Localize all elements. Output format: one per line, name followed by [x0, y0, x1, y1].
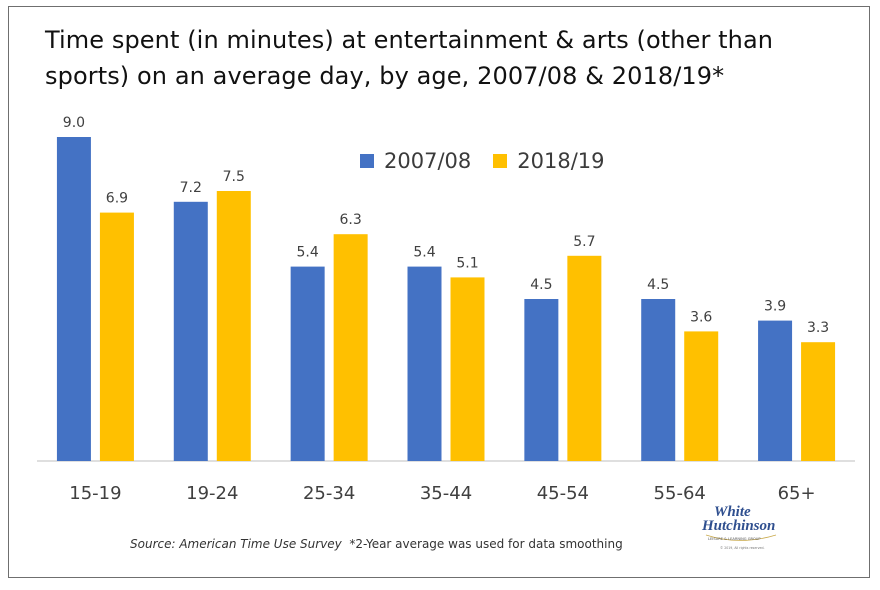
chart-title: Time spent (in minutes) at entertainment…: [45, 26, 774, 90]
chart-footnote: Source: American Time Use Survey *2-Year…: [130, 537, 623, 551]
logo-tagline: LEISURE & LEARNING GROUP: [708, 537, 761, 541]
data-label-45-54-2018-19: 5.7: [573, 234, 595, 250]
legend-label-2007-08: 2007/08: [384, 149, 472, 173]
chart-legend: 2007/08 2018/19: [360, 149, 627, 173]
x-tick-label-25-34: 25-34: [303, 483, 355, 504]
data-label-35-44-2018-19: 5.1: [456, 255, 478, 271]
bar-55-64-2007-08: [641, 299, 676, 461]
bar-35-44-2018-19: [450, 277, 485, 461]
bar-25-34-2018-19: [333, 234, 368, 461]
data-label-65+-2007-08: 3.9: [764, 299, 786, 315]
logo-line1: White: [714, 504, 751, 520]
legend-label-2018-19: 2018/19: [517, 149, 605, 173]
x-tick-label-65+: 65+: [778, 483, 816, 504]
legend-swatch-2007-08: [360, 154, 374, 168]
bar-19-24-2007-08: [173, 201, 208, 462]
x-tick-label-55-64: 55-64: [654, 483, 706, 504]
data-label-25-34-2018-19: 6.3: [340, 212, 362, 228]
bar-45-54-2007-08: [524, 299, 559, 461]
logo-copyright: © 2019, All rights reserved.: [720, 546, 765, 550]
data-label-25-34-2007-08: 5.4: [297, 245, 319, 261]
logo-arc: [705, 534, 777, 541]
data-label-45-54-2007-08: 4.5: [530, 277, 552, 293]
source-text: Source: American Time Use Survey: [130, 537, 342, 551]
data-label-65+-2018-19: 3.3: [807, 320, 829, 336]
legend-swatch-2018-19: [493, 154, 508, 168]
data-label-55-64-2018-19: 3.6: [690, 309, 712, 325]
bar-15-19-2018-19: [99, 212, 134, 461]
legend-item-2007-08: 2007/08: [360, 149, 471, 173]
x-tick-label-15-19: 15-19: [69, 483, 121, 504]
x-tick-label-35-44: 35-44: [420, 483, 472, 504]
legend-item-2018-19: 2018/19: [493, 149, 605, 173]
smoothing-note: *2-Year average was used for data smooth…: [349, 537, 623, 551]
x-tick-label-45-54: 45-54: [537, 483, 589, 504]
bar-65+-2018-19: [801, 342, 836, 461]
bar-65+-2007-08: [758, 320, 793, 461]
bar-25-34-2007-08: [290, 266, 325, 461]
data-label-19-24-2018-19: 7.5: [223, 169, 245, 185]
x-tick-label-19-24: 19-24: [186, 483, 238, 504]
data-label-35-44-2007-08: 5.4: [413, 245, 435, 261]
bar-15-19-2007-08: [56, 137, 91, 461]
data-label-19-24-2007-08: 7.2: [180, 180, 202, 196]
data-label-15-19-2018-19: 6.9: [106, 191, 128, 207]
bar-55-64-2018-19: [684, 331, 719, 461]
logo-line2: Hutchinson: [701, 518, 775, 534]
bar-35-44-2007-08: [407, 266, 442, 461]
white-hutchinson-logo: White Hutchinson LEISURE & LEARNING GROU…: [701, 504, 777, 550]
bar-19-24-2018-19: [216, 191, 251, 461]
data-label-55-64-2007-08: 4.5: [647, 277, 669, 293]
data-label-15-19-2007-08: 9.0: [63, 115, 85, 131]
bar-45-54-2018-19: [567, 255, 602, 461]
